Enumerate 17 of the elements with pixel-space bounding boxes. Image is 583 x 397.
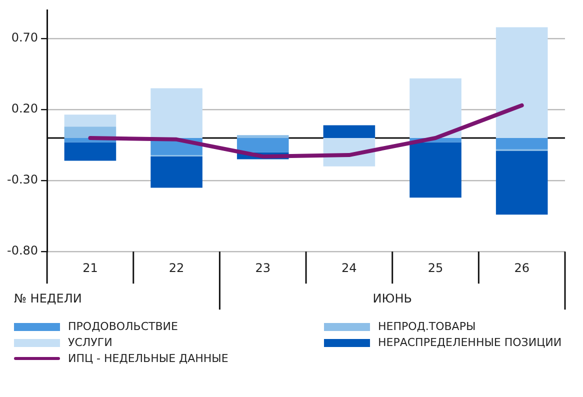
y-tick-label: 0.70 xyxy=(11,30,38,45)
y-tick-label: -0.80 xyxy=(6,244,38,258)
legend-label: УСЛУГИ xyxy=(68,336,112,349)
y-tick-label: -0.30 xyxy=(6,172,38,187)
x-tick-label: 22 xyxy=(168,260,184,275)
legend-label: ПРОДОВОЛЬСТВИЕ xyxy=(68,320,178,333)
text: ИЮНЬ xyxy=(372,292,412,306)
x-tick-label: 21 xyxy=(82,260,98,275)
y-tick-label: 0.20 xyxy=(11,102,38,116)
legend-label: НЕПРОД.ТОВАРЫ xyxy=(378,320,476,333)
legend-label: ИПЦ - НЕДЕЛЬНЫЕ ДАННЫЕ xyxy=(68,352,228,365)
x-tick-label: 25 xyxy=(428,260,444,275)
legend-label: НЕРАСПРЕДЕЛЕННЫЕ ПОЗИЦИИ xyxy=(378,336,562,349)
text: № НЕДЕЛИ xyxy=(14,292,82,306)
x-tick-label: 23 xyxy=(255,260,270,275)
x-tick-label: 26 xyxy=(514,260,530,275)
x-tick-label: 24 xyxy=(342,260,357,275)
